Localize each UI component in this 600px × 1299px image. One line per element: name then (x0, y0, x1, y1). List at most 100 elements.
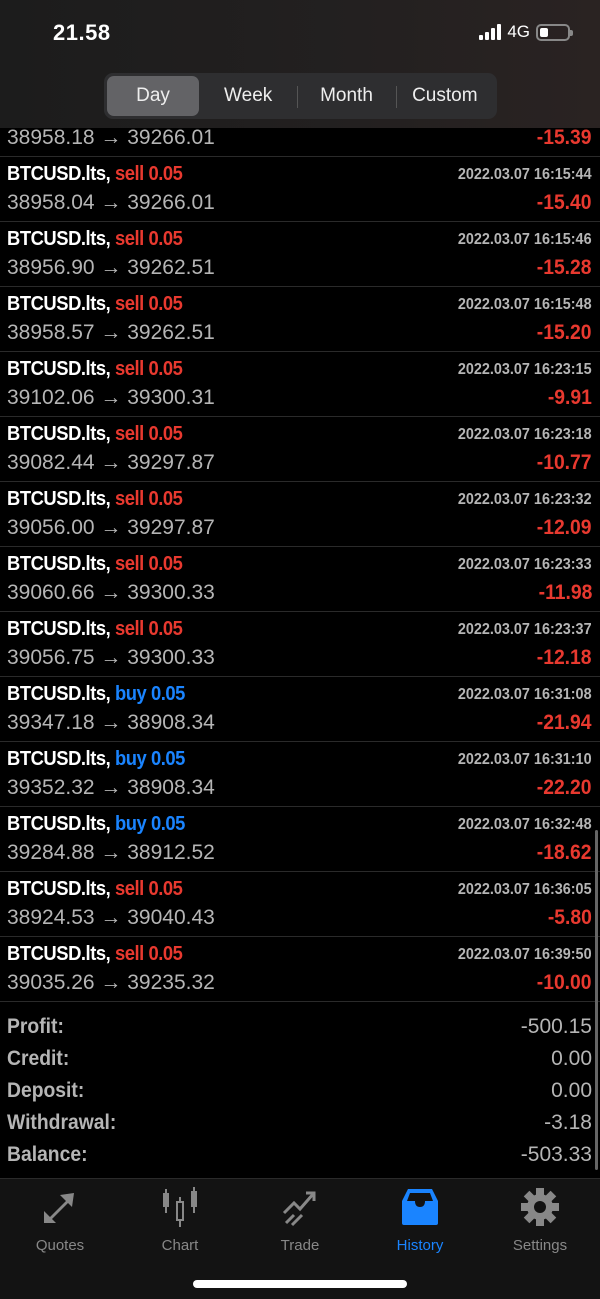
tab-label: History (396, 1237, 444, 1254)
deal-row[interactable]: BTCUSD.lts, sell 0.05 2022.03.07 16:15:4… (0, 157, 600, 222)
deal-title: BTCUSD.lts, sell 0.05 (7, 878, 183, 901)
deal-profit: -21.94 (537, 711, 592, 734)
deal-time: 2022.03.07 16:15:44 (458, 166, 592, 183)
deal-row[interactable]: BTCUSD.lts, sell 0.05 2022.03.07 16:36:0… (0, 872, 600, 937)
summary-row: Withdrawal: -3.18 (0, 1108, 600, 1140)
deal-symbol: BTCUSD.lts, (7, 683, 111, 705)
deal-time: 2022.03.07 16:23:32 (458, 491, 592, 508)
deal-row[interactable]: 38958.18 → 39266.01 -15.39 (0, 122, 600, 157)
summary-label: Credit: (7, 1047, 70, 1070)
deal-side: sell 0.05 (114, 488, 183, 510)
deal-title: BTCUSD.lts, buy 0.05 (7, 813, 185, 836)
deal-profit: -10.00 (537, 971, 592, 994)
deal-title: BTCUSD.lts, buy 0.05 (7, 748, 185, 771)
tab-history[interactable]: History (360, 1187, 480, 1254)
deal-profit: -15.39 (537, 126, 592, 149)
deal-profit: -11.98 (538, 581, 592, 604)
deal-prices: 39102.06 → 39300.31 (7, 386, 215, 409)
summary-row: Credit: 0.00 (0, 1044, 600, 1076)
deal-symbol: BTCUSD.lts, (7, 293, 111, 315)
deal-title: BTCUSD.lts, sell 0.05 (7, 423, 183, 446)
deal-profit: -15.20 (537, 321, 592, 344)
tab-chart[interactable]: Chart (120, 1187, 240, 1254)
deals-list: 38958.18 → 39266.01 -15.39 BTCUSD.lts, s… (0, 122, 600, 1002)
deal-side: sell 0.05 (114, 618, 183, 640)
deal-row[interactable]: BTCUSD.lts, sell 0.05 2022.03.07 16:39:5… (0, 937, 600, 1002)
status-icons: 4G (479, 22, 573, 42)
summary: Profit: -500.15 Credit: 0.00 Deposit: 0.00 Wit… (0, 1012, 600, 1172)
deal-row[interactable]: BTCUSD.lts, buy 0.05 2022.03.07 16:32:48… (0, 807, 600, 872)
deal-row[interactable]: BTCUSD.lts, sell 0.05 2022.03.07 16:23:3… (0, 482, 600, 547)
summary-row: Profit: -500.15 (0, 1012, 600, 1044)
deal-side: sell 0.05 (114, 293, 183, 315)
deal-prices: 39082.44 → 39297.87 (7, 451, 215, 474)
deal-prices: 39284.88 → 38912.52 (7, 841, 215, 864)
trade-trend-icon (282, 1191, 316, 1227)
deal-row[interactable]: BTCUSD.lts, buy 0.05 2022.03.07 16:31:08… (0, 677, 600, 742)
deal-time: 2022.03.07 16:39:50 (458, 946, 592, 963)
deal-symbol: BTCUSD.lts, (7, 943, 111, 965)
deal-row[interactable]: BTCUSD.lts, sell 0.05 2022.03.07 16:23:3… (0, 547, 600, 612)
status-time: 21.58 (53, 20, 111, 45)
deal-title: BTCUSD.lts, sell 0.05 (7, 228, 183, 251)
summary-row: Deposit: 0.00 (0, 1076, 600, 1108)
deal-side: buy 0.05 (114, 748, 185, 770)
deal-profit: -12.09 (537, 516, 592, 539)
summary-value: -500.15 (520, 1015, 592, 1038)
tab-week[interactable]: Week (224, 85, 273, 106)
deal-symbol: BTCUSD.lts, (7, 748, 111, 770)
deal-row[interactable]: BTCUSD.lts, sell 0.05 2022.03.07 16:23:1… (0, 417, 600, 482)
deal-profit: -9.91 (547, 386, 592, 409)
summary-row: Balance: -503.33 (0, 1140, 600, 1172)
tab-custom[interactable]: Custom (395, 76, 494, 116)
deal-symbol: BTCUSD.lts, (7, 358, 111, 380)
deal-prices: 39056.00 → 39297.87 (7, 516, 215, 539)
deal-row[interactable]: BTCUSD.lts, buy 0.05 2022.03.07 16:31:10… (0, 742, 600, 807)
deal-side: sell 0.05 (114, 878, 183, 900)
deal-row[interactable]: BTCUSD.lts, sell 0.05 2022.03.07 16:15:4… (0, 287, 600, 352)
tab-month[interactable]: Month (297, 76, 395, 116)
deal-symbol: BTCUSD.lts, (7, 163, 111, 185)
deal-time: 2022.03.07 16:23:15 (458, 361, 592, 378)
deal-side: sell 0.05 (114, 163, 183, 185)
tab-settings[interactable]: Settings (480, 1187, 600, 1254)
deal-symbol: BTCUSD.lts, (7, 618, 111, 640)
deal-prices: 38956.90 → 39262.51 (7, 256, 215, 279)
deal-time: 2022.03.07 16:23:37 (458, 621, 592, 638)
deal-prices: 38958.18 → 39266.01 (7, 126, 215, 149)
tab-label: Chart (161, 1237, 199, 1254)
deal-row[interactable]: BTCUSD.lts, sell 0.05 2022.03.07 16:23:1… (0, 352, 600, 417)
deal-title: BTCUSD.lts, sell 0.05 (7, 943, 183, 966)
bottom-tab-bar: Quotes Chart Trade History Settings (0, 1178, 600, 1299)
deal-profit: -18.62 (537, 841, 592, 864)
deal-prices: 38924.53 → 39040.43 (7, 906, 215, 929)
deal-side: sell 0.05 (114, 358, 183, 380)
tab-label: Trade (280, 1237, 320, 1254)
deal-symbol: BTCUSD.lts, (7, 488, 111, 510)
deal-title: BTCUSD.lts, sell 0.05 (7, 618, 183, 641)
deal-prices: 39352.32 → 38908.34 (7, 776, 215, 799)
tab-label: Quotes (35, 1237, 85, 1254)
network-type: 4G (507, 22, 530, 41)
scrollbar[interactable] (595, 830, 598, 1170)
deal-prices: 39060.66 → 39300.33 (7, 581, 215, 604)
deal-row[interactable]: BTCUSD.lts, sell 0.05 2022.03.07 16:15:4… (0, 222, 600, 287)
home-indicator (193, 1280, 407, 1288)
tab-quotes[interactable]: Quotes (0, 1187, 120, 1254)
header: 21.58 4G Day Week Month Custom (0, 0, 600, 128)
candlestick-icon (163, 1187, 197, 1227)
deal-title: BTCUSD.lts, sell 0.05 (7, 293, 183, 316)
deal-profit: -10.77 (537, 451, 592, 474)
deal-prices: 38958.57 → 39262.51 (7, 321, 215, 344)
deal-side: sell 0.05 (114, 943, 183, 965)
deal-prices: 39056.75 → 39300.33 (7, 646, 215, 669)
tab-trade[interactable]: Trade (240, 1187, 360, 1254)
summary-value: -3.18 (544, 1111, 592, 1134)
signal-icon (479, 24, 502, 40)
deal-side: sell 0.05 (114, 553, 183, 575)
tab-day[interactable]: Day (107, 76, 199, 116)
deal-row[interactable]: BTCUSD.lts, sell 0.05 2022.03.07 16:23:3… (0, 612, 600, 677)
battery-icon (536, 23, 573, 41)
deal-time: 2022.03.07 16:36:05 (458, 881, 592, 898)
deal-title: BTCUSD.lts, buy 0.05 (7, 683, 185, 706)
